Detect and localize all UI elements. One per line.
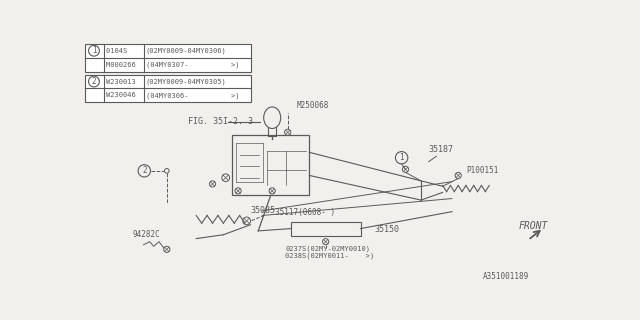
Text: A351001189: A351001189 xyxy=(483,272,529,281)
Text: 94282C: 94282C xyxy=(132,230,161,239)
Text: W230013: W230013 xyxy=(106,78,140,84)
Bar xyxy=(85,44,250,71)
Text: 0104S: 0104S xyxy=(106,48,140,54)
Text: 35117(0608- ): 35117(0608- ) xyxy=(275,209,335,218)
Text: 2: 2 xyxy=(142,166,147,175)
Text: FIG. 35I-2. 3: FIG. 35I-2. 3 xyxy=(189,117,253,126)
Bar xyxy=(291,222,360,236)
Text: (04MY0307-          >): (04MY0307- >) xyxy=(146,61,239,68)
Bar xyxy=(232,135,309,196)
Text: 1: 1 xyxy=(399,153,404,162)
Bar xyxy=(85,75,250,102)
Text: (02MY0009-04MY0305): (02MY0009-04MY0305) xyxy=(146,78,227,85)
Text: 35150: 35150 xyxy=(374,225,399,235)
Text: 35187: 35187 xyxy=(429,145,454,154)
Text: 1: 1 xyxy=(92,46,96,55)
Text: (04MY0306-          >): (04MY0306- >) xyxy=(146,92,239,99)
Text: 35085: 35085 xyxy=(250,206,275,215)
Text: 0237S(02MY-02MY0010): 0237S(02MY-02MY0010) xyxy=(285,245,371,252)
Text: W230046: W230046 xyxy=(106,92,140,98)
Text: M000266: M000266 xyxy=(106,61,140,68)
Text: (02MY0009-04MY0306): (02MY0009-04MY0306) xyxy=(146,47,227,54)
Ellipse shape xyxy=(264,107,281,129)
Text: 0238S(02MY0011-    >): 0238S(02MY0011- >) xyxy=(285,253,374,259)
Text: FRONT: FRONT xyxy=(518,221,548,231)
Text: P100151: P100151 xyxy=(466,166,499,175)
Text: 2: 2 xyxy=(92,77,96,86)
Text: M250068: M250068 xyxy=(297,101,330,110)
